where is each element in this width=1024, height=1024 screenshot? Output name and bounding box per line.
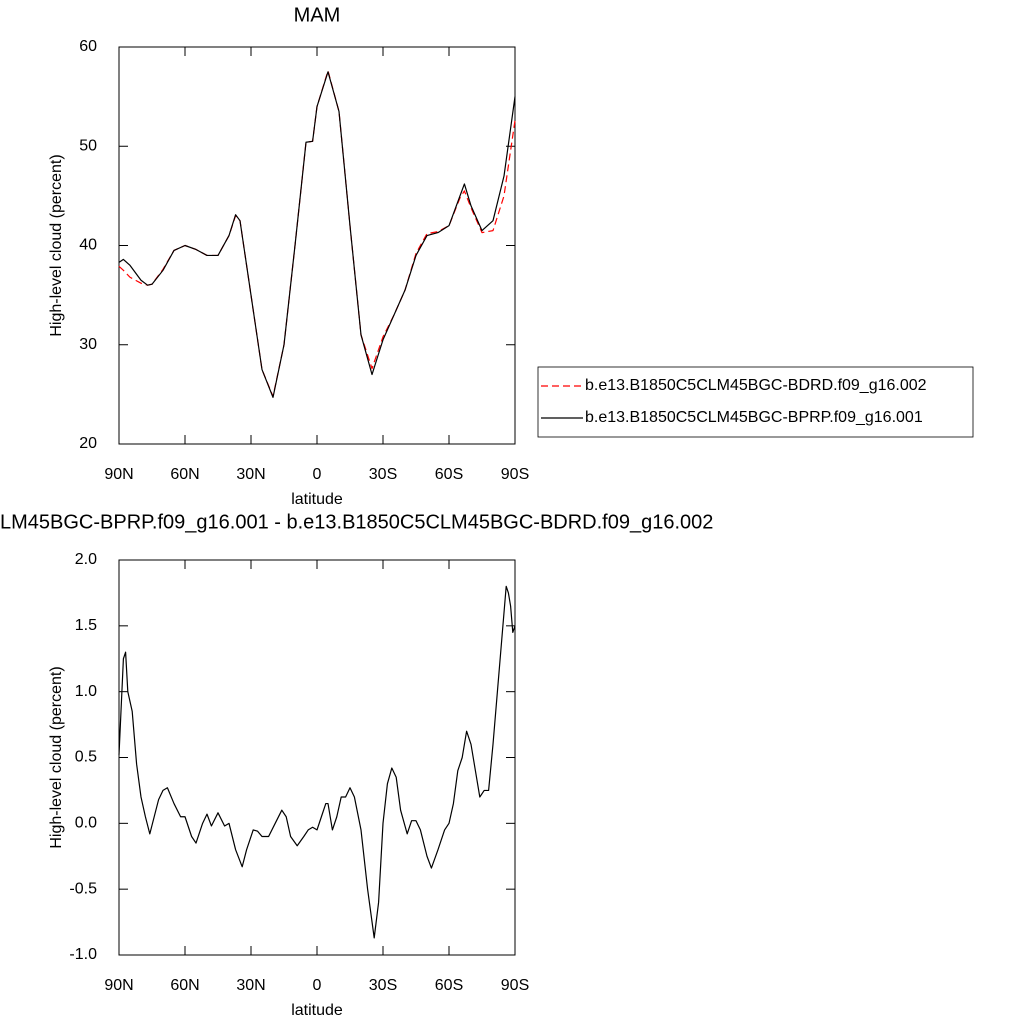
- y-tick-label: 30: [79, 336, 97, 353]
- x-tick-label: 90S: [501, 466, 529, 483]
- series-line: [118, 70, 516, 397]
- x-tick-label: 60N: [170, 466, 199, 483]
- x-tick-label: 90N: [104, 977, 133, 994]
- y-tick-label: 1.5: [75, 617, 97, 634]
- y-axis-label: High-level cloud (percent): [48, 154, 65, 336]
- series-line: [118, 71, 516, 398]
- x-tick-label: 60N: [170, 977, 199, 994]
- y-tick-label: -0.5: [69, 880, 97, 897]
- y-tick-label: 0.0: [75, 815, 97, 832]
- y-tick-label: 0.5: [75, 749, 97, 766]
- y-tick-label: 40: [79, 237, 97, 254]
- x-tick-label: 0: [313, 977, 322, 994]
- legend-box: [537, 366, 974, 438]
- y-tick-label: 2.0: [75, 551, 97, 568]
- x-tick-label: 30S: [369, 977, 397, 994]
- legend-label: b.e13.B1850C5CLM45BGC-BPRP.f09_g16.001: [585, 409, 923, 426]
- x-axis-label: latitude: [291, 1002, 343, 1019]
- series-line: [118, 585, 516, 939]
- x-tick-label: 0: [313, 466, 322, 483]
- x-tick-label: 60S: [435, 466, 463, 483]
- x-tick-label: 30S: [369, 466, 397, 483]
- x-tick-label: 90S: [501, 977, 529, 994]
- y-tick-label: 20: [79, 435, 97, 452]
- y-tick-label: 50: [79, 137, 97, 154]
- plot-frame: [118, 559, 516, 956]
- x-axis-label: latitude: [291, 491, 343, 508]
- chart-title: MAM: [294, 4, 341, 26]
- x-tick-label: 90N: [104, 466, 133, 483]
- x-tick-label: 30N: [236, 977, 265, 994]
- y-tick-label: 60: [79, 38, 97, 55]
- chart-title: LM45BGC-BPRP.f09_g16.001 - b.e13.B1850C5…: [0, 511, 713, 533]
- y-tick-label: 1.0: [75, 683, 97, 700]
- x-tick-label: 30N: [236, 466, 265, 483]
- legend-label: b.e13.B1850C5CLM45BGC-BDRD.f09_g16.002: [585, 377, 927, 394]
- x-tick-label: 60S: [435, 977, 463, 994]
- y-axis-label: High-level cloud (percent): [48, 666, 65, 848]
- y-tick-label: -1.0: [69, 946, 97, 963]
